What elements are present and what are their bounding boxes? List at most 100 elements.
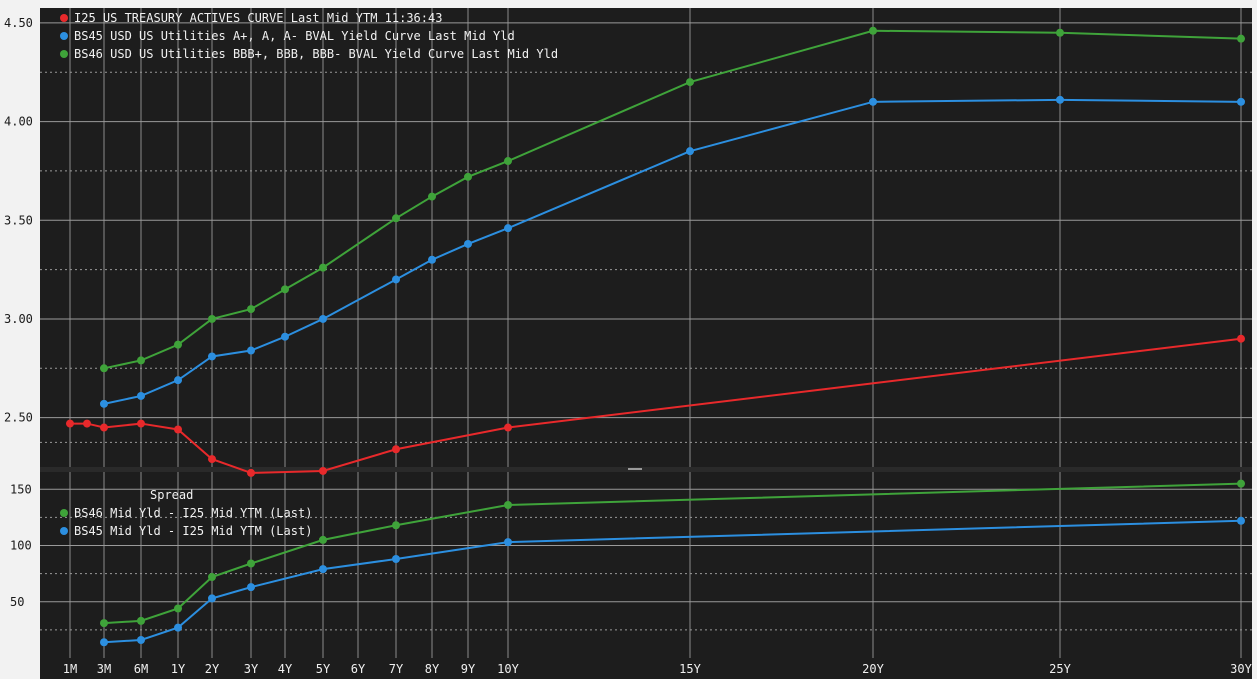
x-tick-label: 6Y	[351, 662, 366, 676]
bs45-series-point	[247, 346, 255, 355]
treasury-series-point	[392, 445, 400, 454]
bs46-spread-series-point	[504, 501, 512, 509]
y-tick-label-lower: 100	[10, 539, 32, 553]
x-tick-label: 20Y	[862, 662, 884, 676]
legend-marker	[60, 14, 68, 22]
bs46-spread-series-point	[247, 559, 255, 568]
treasury-series-point	[247, 468, 255, 477]
y-tick-label-lower: 50	[10, 595, 24, 609]
x-tick-label: 2Y	[205, 662, 220, 676]
treasury-series-point	[100, 423, 108, 432]
treasury-series-point	[1237, 334, 1245, 343]
x-tick-label: 1Y	[171, 662, 186, 676]
legend-label: BS46 USD US Utilities BBB+, BBB, BBB- BV…	[74, 47, 558, 61]
bs46-series-point	[869, 26, 877, 35]
legend-label: I25 US TREASURY ACTIVES CURVE Last Mid Y…	[74, 11, 442, 25]
bs45-series-point	[464, 239, 472, 248]
bs45-series-point	[1237, 97, 1245, 106]
bs45-series-point	[137, 391, 145, 400]
bs46-spread-series-point	[100, 619, 108, 628]
bs45-series-point	[100, 399, 108, 408]
x-tick-label: 5Y	[316, 662, 331, 676]
bs46-spread-series-point	[392, 521, 400, 530]
bs45-spread-series-point	[208, 594, 216, 603]
legend-marker	[60, 32, 68, 40]
y-tick-label-upper: 3.00	[4, 312, 33, 326]
treasury-series-point	[137, 419, 145, 428]
lower-plot-area	[40, 472, 1252, 658]
bs46-series-point	[428, 192, 436, 201]
bs45-spread-series-point	[392, 555, 400, 563]
treasury-series-point	[174, 425, 182, 434]
bs45-series-point	[1056, 95, 1064, 104]
bs45-spread-series-point	[137, 636, 145, 644]
legend-marker	[60, 509, 68, 517]
x-tick-label: 3M	[97, 662, 111, 676]
y-tick-label-upper: 4.00	[4, 115, 33, 129]
bs45-series-point	[869, 97, 877, 106]
bs46-series-point	[174, 340, 182, 349]
bs46-series-point	[686, 78, 694, 87]
x-tick-label: 9Y	[461, 662, 476, 676]
treasury-series-point	[83, 419, 91, 428]
x-tick-label: 10Y	[497, 662, 519, 676]
legend-label: BS45 USD US Utilities A+, A, A- BVAL Yie…	[74, 29, 515, 43]
bs46-spread-series-point	[137, 616, 145, 625]
y-tick-label-upper: 4.50	[4, 16, 33, 30]
x-tick-label: 3Y	[244, 662, 259, 676]
bs45-spread-series-point	[504, 538, 512, 547]
bs46-series-point	[504, 157, 512, 166]
bs45-series-point	[208, 352, 216, 361]
x-tick-label: 15Y	[679, 662, 701, 676]
bs45-spread-series-point	[174, 623, 182, 632]
treasury-series-point	[66, 419, 74, 428]
bs46-spread-series-point	[208, 573, 216, 581]
treasury-series-point	[208, 455, 216, 464]
x-tick-label: 4Y	[278, 662, 293, 676]
bs45-series-point	[428, 255, 436, 264]
bs46-series-point	[392, 214, 400, 223]
y-tick-label-lower: 150	[10, 482, 32, 496]
x-tick-label: 7Y	[389, 662, 404, 676]
bs45-series-point	[174, 376, 182, 385]
bs46-spread-series-point	[1237, 479, 1245, 488]
bs46-spread-series-point	[319, 535, 327, 544]
x-tick-label: 30Y	[1230, 662, 1252, 676]
legend-marker	[60, 50, 68, 58]
legend-label: BS46 Mid Yld - I25 Mid YTM (Last)	[74, 506, 312, 520]
x-tick-label: 6M	[134, 662, 148, 676]
y-tick-label-upper: 2.50	[4, 411, 33, 425]
bs46-series-point	[281, 285, 289, 294]
bs45-series-point	[319, 314, 327, 323]
bs46-series-point	[319, 263, 327, 272]
bs46-series-point	[137, 356, 145, 365]
treasury-series-point	[504, 423, 512, 432]
legend-label: BS45 Mid Yld - I25 Mid YTM (Last)	[74, 524, 312, 538]
bs45-series-point	[504, 224, 512, 233]
bs45-spread-series-point	[319, 565, 327, 574]
bs46-series-point	[1056, 28, 1064, 37]
bs45-spread-series-point	[1237, 516, 1245, 525]
bs45-series-point	[686, 147, 694, 156]
spread-legend-title: Spread	[150, 488, 193, 502]
x-tick-label: 25Y	[1049, 662, 1071, 676]
bs45-spread-series-point	[247, 583, 255, 592]
bs46-series-point	[100, 364, 108, 373]
bs45-series-point	[281, 332, 289, 341]
upper-plot-area	[40, 8, 1252, 467]
legend-marker	[60, 527, 68, 535]
y-tick-label-upper: 3.50	[4, 213, 33, 227]
bs46-series-point	[247, 305, 255, 314]
x-tick-label: 8Y	[425, 662, 440, 676]
bs46-series-point	[1237, 34, 1245, 43]
panel-divider	[40, 467, 1252, 472]
divider-handle	[628, 468, 642, 470]
bs46-series-point	[464, 172, 472, 181]
x-tick-label: 1M	[63, 662, 77, 676]
bs46-spread-series-point	[174, 604, 182, 613]
treasury-series-point	[319, 466, 327, 475]
x-axis-band	[40, 658, 1252, 679]
bs45-series-point	[392, 275, 400, 284]
